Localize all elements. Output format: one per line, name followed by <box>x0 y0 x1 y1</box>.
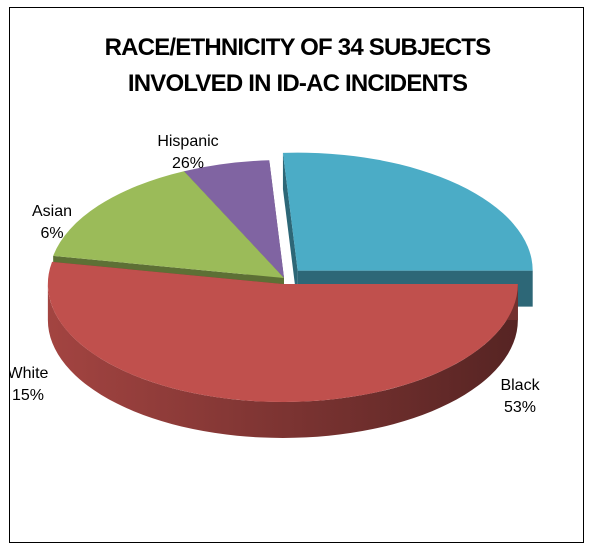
pie-slice-black <box>47 261 518 438</box>
slice-label-hispanic: Hispanic 26% <box>157 133 218 172</box>
pie-slice-top-black <box>47 261 518 402</box>
slice-percent-label: 6% <box>40 225 63 242</box>
pie-slice-side-black <box>47 283 518 438</box>
slice-percent-label: 53% <box>504 399 536 416</box>
slice-label-black: Black 53% <box>500 377 540 416</box>
slice-category-label: Black <box>500 377 540 394</box>
slice-category-label: Hispanic <box>157 133 218 150</box>
slice-category-label: White <box>10 365 49 382</box>
slice-category-label: Asian <box>32 203 72 220</box>
slice-percent-label: 26% <box>172 155 204 172</box>
chart-title-line-1: RACE/ETHNICITY OF 34 SUBJECTS <box>104 34 492 61</box>
slice-label-asian: Asian 6% <box>32 203 72 242</box>
pie-slice-top-hispanic <box>282 152 533 271</box>
pie-slice-wall <box>282 152 298 307</box>
slice-label-white: White 15% <box>10 365 49 404</box>
chart-title: RACE/ETHNICITY OF 34 SUBJECTS INVOLVED I… <box>10 30 585 102</box>
chart-title-line-2: INVOLVED IN ID-AC INCIDENTS <box>127 70 468 97</box>
pie-chart: Black 53% White 15% Asian 6% Hispanic 26% <box>10 133 541 438</box>
pie-slice-hispanic <box>282 152 533 307</box>
slice-percent-label: 15% <box>12 387 44 404</box>
pie-slice-top-white <box>53 171 285 278</box>
chart-frame: RACE/ETHNICITY OF 34 SUBJECTS INVOLVED I… <box>9 7 584 543</box>
pie-slice-top-asian <box>183 160 284 278</box>
